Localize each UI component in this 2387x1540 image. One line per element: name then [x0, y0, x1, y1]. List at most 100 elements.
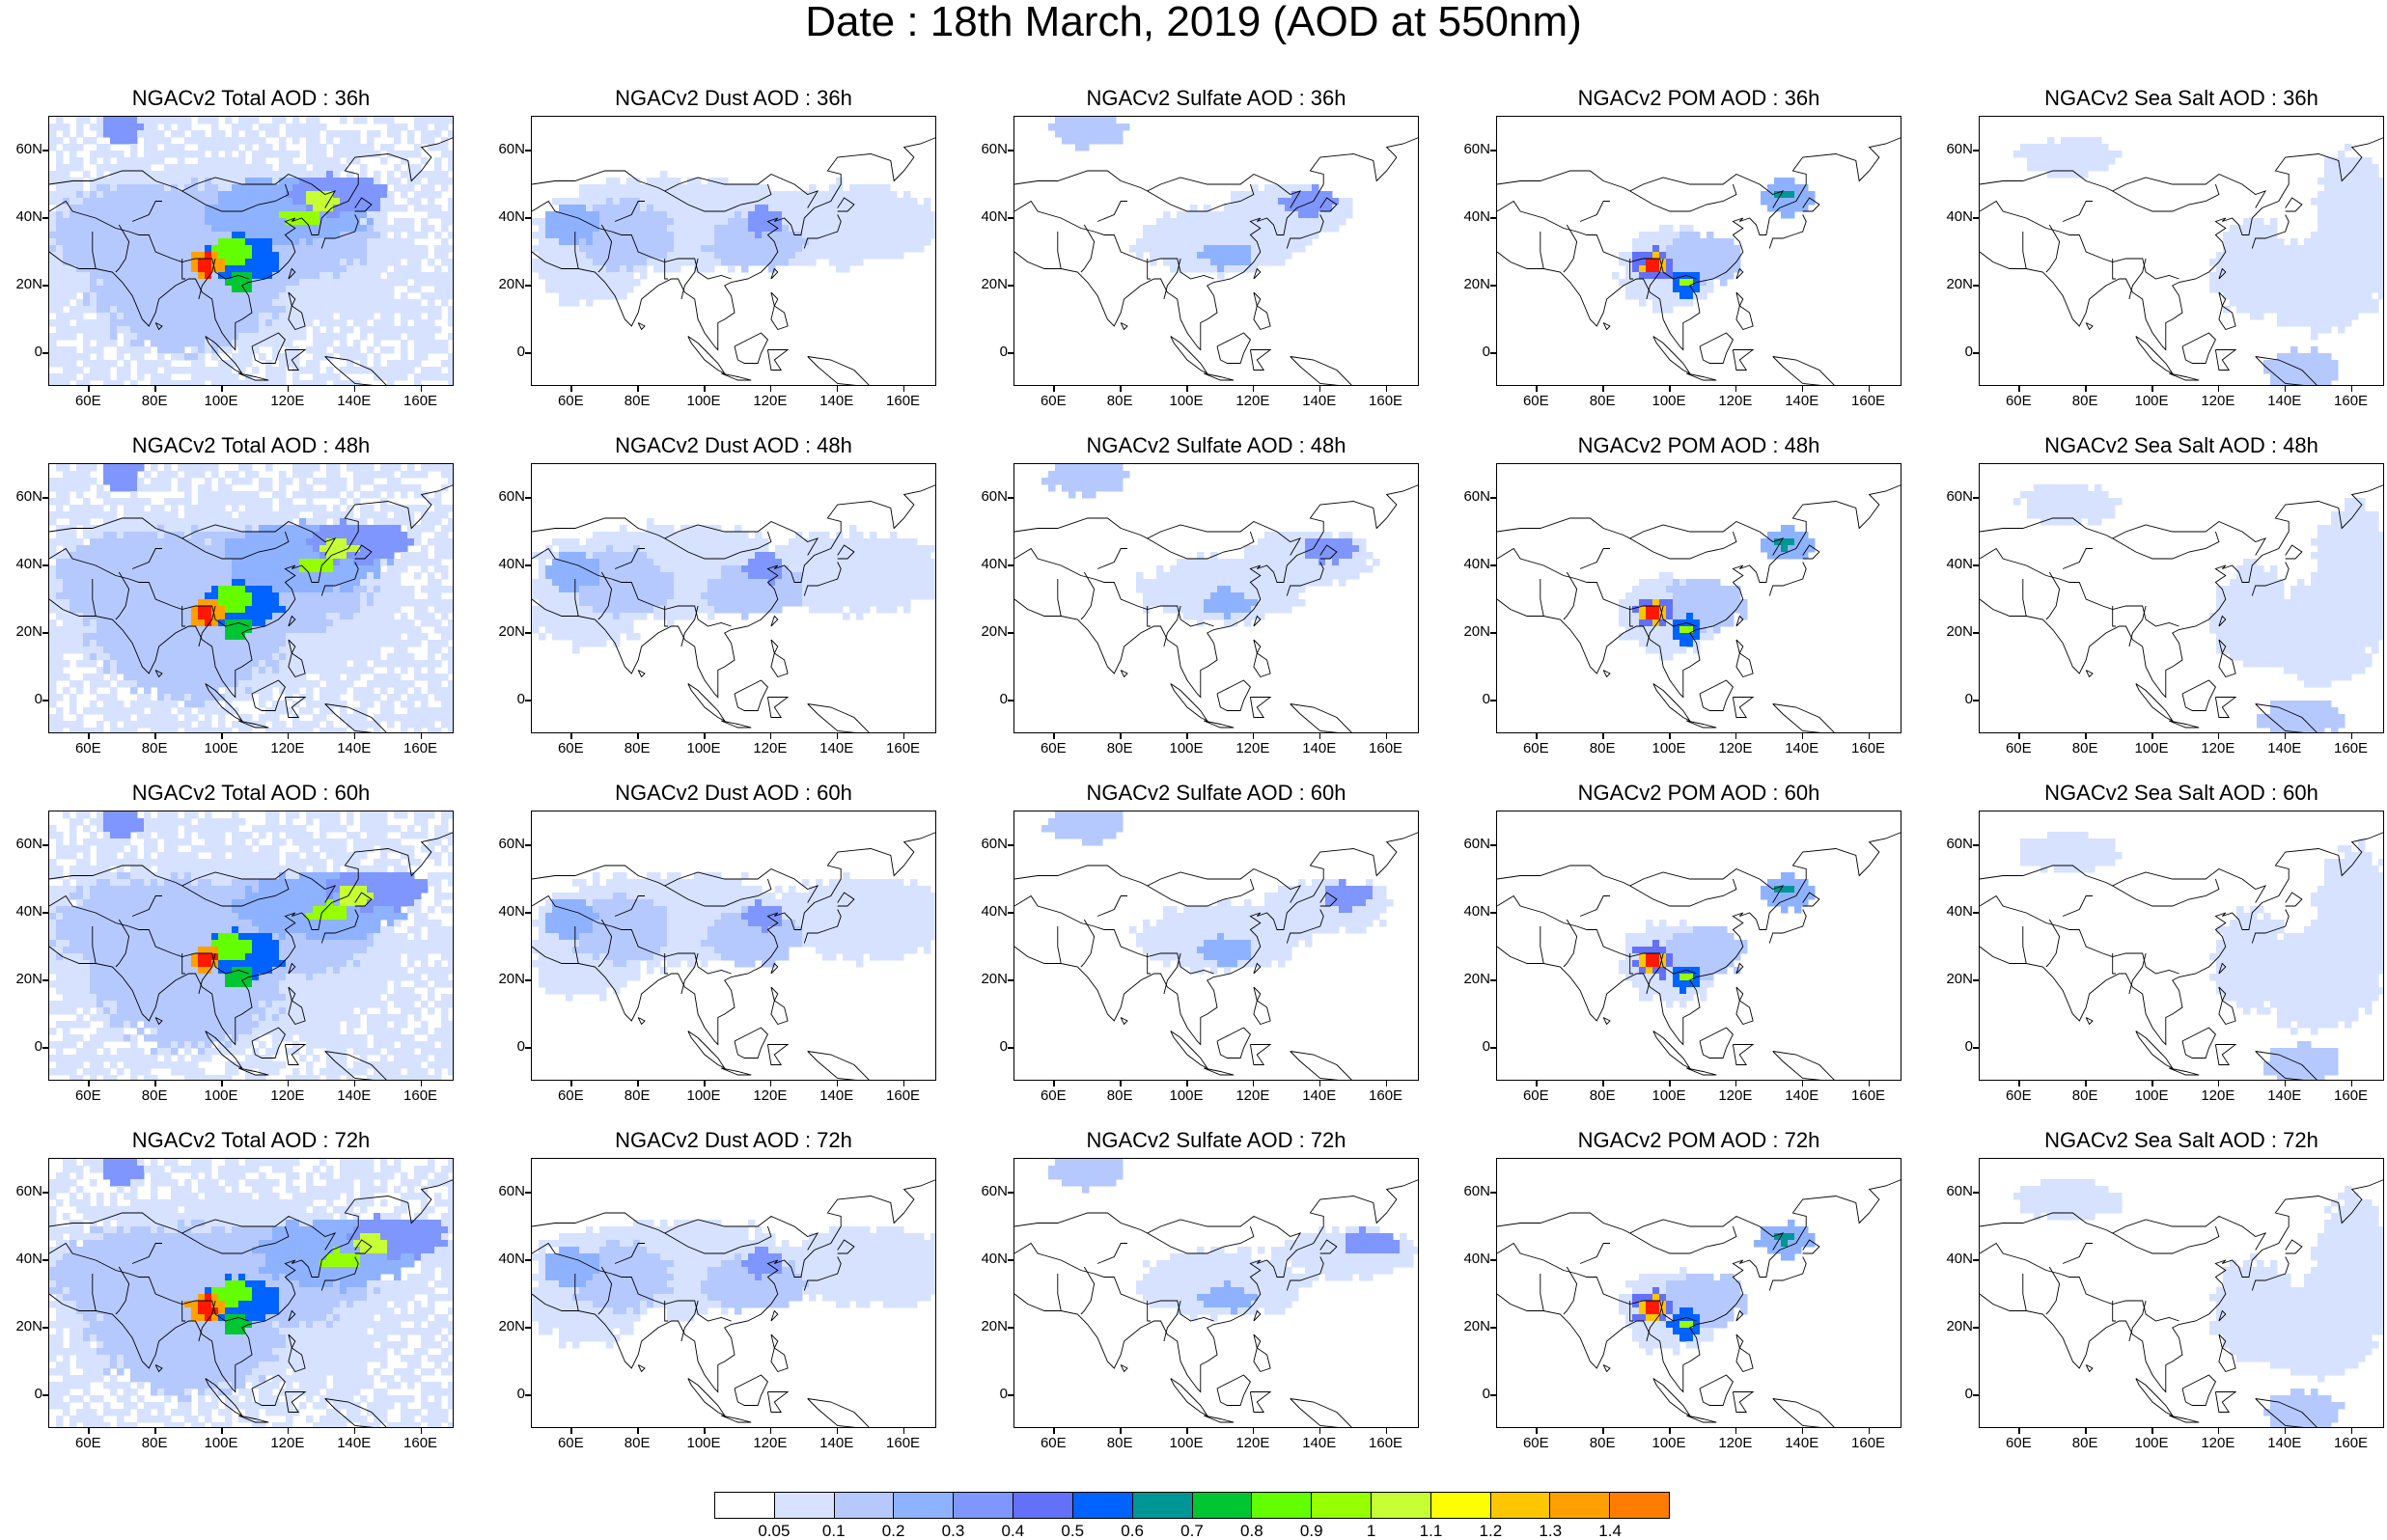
aod-map — [1014, 117, 1418, 385]
aod-cell — [272, 319, 280, 327]
aod-cell — [333, 373, 341, 381]
aod-cell — [2318, 211, 2325, 219]
aod-cell — [1183, 265, 1191, 273]
aod-cell — [252, 586, 260, 593]
aod-cell — [353, 380, 361, 385]
aod-cell — [252, 292, 260, 300]
aod-cell — [259, 184, 266, 192]
aod-cell — [448, 218, 453, 226]
aod-cell — [620, 218, 627, 226]
aod-cell — [1156, 252, 1164, 260]
aod-cell — [272, 340, 280, 347]
aod-cell — [680, 218, 688, 226]
aod-cell — [903, 232, 911, 239]
aod-cell — [1312, 184, 1319, 192]
aod-cell — [620, 198, 627, 206]
aod-cell — [2365, 225, 2373, 233]
aod-cell — [171, 306, 179, 314]
aod-cell — [110, 511, 118, 519]
aod-cell — [728, 259, 736, 266]
aod-cell — [340, 545, 347, 553]
aod-cell — [441, 525, 449, 533]
aod-cell — [56, 313, 64, 320]
aod-cell — [1096, 124, 1103, 131]
aod-cell — [572, 286, 580, 293]
aod-cell — [2324, 205, 2332, 212]
aod-cell — [191, 367, 199, 374]
aod-cell — [1639, 238, 1647, 246]
aod-cell — [599, 286, 607, 293]
aod-cell — [76, 157, 84, 165]
aod-cell — [2054, 151, 2062, 158]
aod-cell — [90, 592, 97, 600]
aod-cell — [326, 130, 334, 138]
aod-cell — [191, 164, 199, 172]
aod-cell — [2331, 232, 2339, 239]
aod-cell — [191, 198, 199, 206]
aod-cell — [1346, 205, 1353, 212]
aod-cell — [599, 211, 607, 219]
page-title: Date : 18th March, 2019 (AOD at 550nm) — [805, 0, 1582, 45]
aod-cell — [124, 265, 131, 273]
aod-cell — [292, 326, 300, 334]
aod-cell — [259, 157, 266, 165]
coastline — [49, 200, 249, 280]
aod-cell — [184, 552, 192, 560]
aod-cell — [2311, 367, 2318, 374]
aod-cell — [401, 265, 408, 273]
aod-cell — [232, 232, 239, 239]
coastline — [2022, 232, 2027, 269]
aod-cell — [795, 245, 803, 253]
aod-cell — [326, 484, 334, 492]
aod-cell — [1163, 259, 1171, 266]
aod-cell — [252, 137, 260, 145]
aod-cell — [178, 272, 185, 280]
aod-cell — [2263, 225, 2271, 233]
aod-cell — [1258, 238, 1265, 246]
aod-cell — [313, 552, 320, 560]
aod-cell — [2351, 164, 2359, 172]
aod-cell — [1646, 232, 1653, 239]
aod-cell — [1190, 205, 1198, 212]
aod-cell — [2095, 137, 2102, 145]
aod-cell — [2338, 252, 2345, 260]
aod-cell — [2243, 252, 2251, 260]
lat-tick-label: 0 — [34, 344, 42, 360]
aod-cell — [252, 299, 260, 307]
aod-cell — [2223, 272, 2231, 280]
aod-cell — [1720, 265, 1728, 273]
aod-cell — [326, 545, 334, 553]
aod-cell — [1646, 265, 1653, 273]
aod-cell — [313, 559, 320, 566]
aod-cell — [735, 198, 742, 206]
aod-cell — [394, 232, 402, 239]
aod-cell — [1619, 259, 1626, 266]
aod-cell — [1720, 245, 1728, 253]
aod-cell — [272, 579, 280, 587]
aod-cell — [2088, 151, 2096, 158]
aod-cell — [110, 532, 118, 539]
aod-cell — [326, 191, 334, 199]
aod-cell — [1808, 191, 1816, 199]
aod-cell — [151, 171, 158, 179]
aod-cell — [1734, 259, 1741, 266]
aod-cell — [428, 292, 435, 300]
aod-cell — [157, 252, 165, 260]
aod-cell — [110, 586, 118, 593]
aod-cell — [103, 144, 111, 151]
aod-cell — [157, 130, 165, 138]
aod-cell — [299, 124, 307, 131]
aod-cell — [735, 191, 742, 199]
aod-cell — [374, 360, 381, 368]
aod-cell — [380, 225, 388, 233]
aod-cell — [586, 286, 594, 293]
lon-tick-label: 120E — [2201, 393, 2235, 409]
aod-cell — [1251, 198, 1259, 206]
aod-cell — [225, 333, 233, 341]
aod-cell — [2013, 151, 2021, 158]
aod-cell — [56, 552, 64, 560]
aod-cell — [2270, 286, 2278, 293]
aod-cell — [428, 367, 435, 374]
aod-cell — [232, 565, 239, 573]
aod-cell — [326, 313, 334, 320]
